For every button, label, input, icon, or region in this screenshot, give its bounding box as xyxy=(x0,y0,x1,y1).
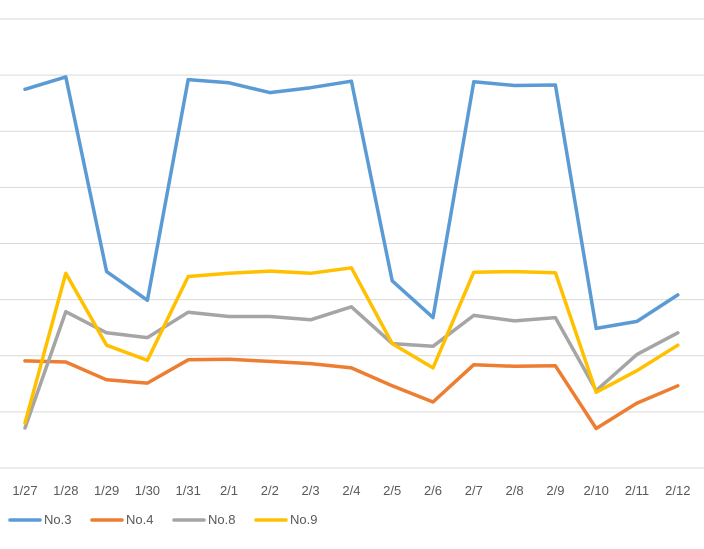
x-tick-label: 1/29 xyxy=(94,483,119,498)
gridlines xyxy=(0,18,704,469)
x-tick-label: 2/6 xyxy=(424,483,442,498)
series-line-no-3 xyxy=(23,75,680,331)
series-line-no-9 xyxy=(23,266,680,425)
x-tick-label: 2/12 xyxy=(665,483,690,498)
x-tick-label: 1/31 xyxy=(176,483,201,498)
legend: No.3 No.4 No.8 No.9 xyxy=(8,512,317,527)
x-tick-label: 2/7 xyxy=(465,483,483,498)
legend-item-no-9: No.9 xyxy=(254,512,317,527)
legend-item-no-8: No.8 xyxy=(172,512,235,527)
legend-item-no-3: No.3 xyxy=(8,512,71,527)
series-line-no-4 xyxy=(23,357,680,431)
legend-label: No.8 xyxy=(208,512,235,527)
x-tick-label: 2/10 xyxy=(584,483,609,498)
x-axis-tick-labels: 1/27 1/28 1/29 1/30 1/31 2/1 2/2 2/3 2/4 2/5 2/6 2/… xyxy=(12,483,690,498)
series-line-no-8 xyxy=(23,305,680,430)
x-tick-label: 1/27 xyxy=(12,483,37,498)
legend-label: No.3 xyxy=(44,512,71,527)
x-tick-label: 2/11 xyxy=(625,483,649,498)
legend-label: No.4 xyxy=(126,512,153,527)
x-tick-label: 2/3 xyxy=(302,483,320,498)
x-tick-label: 2/9 xyxy=(546,483,564,498)
x-tick-label: 2/2 xyxy=(261,483,279,498)
legend-label: No.9 xyxy=(290,512,317,527)
x-tick-label: 2/4 xyxy=(342,483,360,498)
legend-item-no-4: No.4 xyxy=(90,512,153,527)
series-lines xyxy=(23,75,680,431)
x-tick-label: 2/5 xyxy=(383,483,401,498)
x-tick-label: 1/28 xyxy=(53,483,78,498)
x-tick-label: 2/1 xyxy=(220,483,238,498)
x-tick-label: 2/8 xyxy=(506,483,524,498)
x-tick-label: 1/30 xyxy=(135,483,160,498)
